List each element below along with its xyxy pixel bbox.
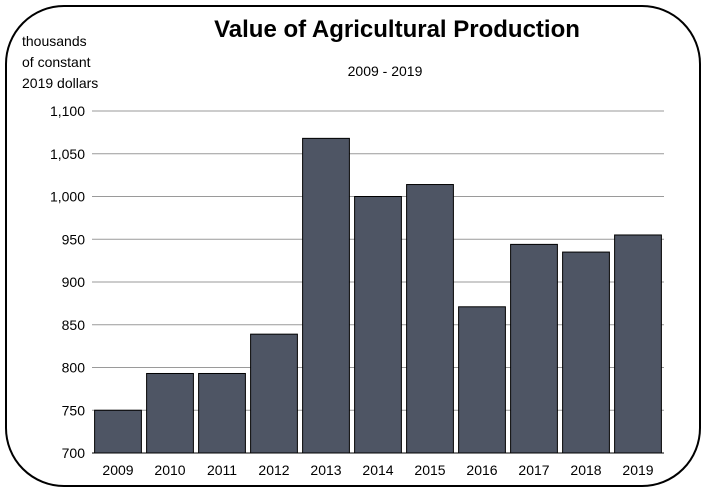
bar-2014 <box>354 196 402 454</box>
y-axis-label-line-1: thousands <box>22 33 87 49</box>
bar-2016 <box>458 306 506 454</box>
bar-2018 <box>562 251 610 454</box>
bars <box>94 137 662 454</box>
x-tick-label: 2019 <box>622 462 653 478</box>
chart-subtitle: 2009 - 2019 <box>348 63 423 79</box>
bar-2015 <box>406 184 454 454</box>
y-tick-label: 1,000 <box>50 189 85 205</box>
bar-2010 <box>146 372 194 454</box>
bar-2012 <box>250 333 298 454</box>
x-tick-label: 2013 <box>310 462 341 478</box>
y-tick-label: 1,050 <box>50 146 85 162</box>
y-tick-label: 1,100 <box>50 103 85 119</box>
y-tick-label: 800 <box>62 360 86 376</box>
y-axis-label-line-2: of constant <box>22 54 91 70</box>
x-tick-label: 2015 <box>414 462 445 478</box>
x-tick-label: 2017 <box>518 462 549 478</box>
y-tick-label: 900 <box>62 274 86 290</box>
bar-2017 <box>510 243 558 454</box>
x-axis-ticks: 2009 2010 2011 2012 2013 2014 2015 2016 2017 2018… <box>102 462 653 478</box>
chart-title: Value of Agricultural Production <box>214 16 580 43</box>
x-tick-label: 2016 <box>466 462 497 478</box>
x-tick-label: 2010 <box>154 462 185 478</box>
x-tick-label: 2014 <box>362 462 393 478</box>
bar-2013 <box>302 137 350 454</box>
y-axis-ticks: 700 750 800 850 900 950 1,000 1,050 1,100 <box>50 103 85 461</box>
bar-2011 <box>198 372 246 454</box>
x-tick-label: 2012 <box>258 462 289 478</box>
bar-2019 <box>614 234 662 454</box>
x-tick-label: 2009 <box>102 462 133 478</box>
y-tick-label: 700 <box>62 445 86 461</box>
y-tick-label: 850 <box>62 317 86 333</box>
y-tick-label: 750 <box>62 402 86 418</box>
y-tick-label: 950 <box>62 231 86 247</box>
x-tick-label: 2011 <box>207 462 237 478</box>
x-tick-label: 2018 <box>570 462 601 478</box>
y-axis-label-line-3: 2019 dollars <box>22 75 98 91</box>
bar-2009 <box>94 409 142 454</box>
